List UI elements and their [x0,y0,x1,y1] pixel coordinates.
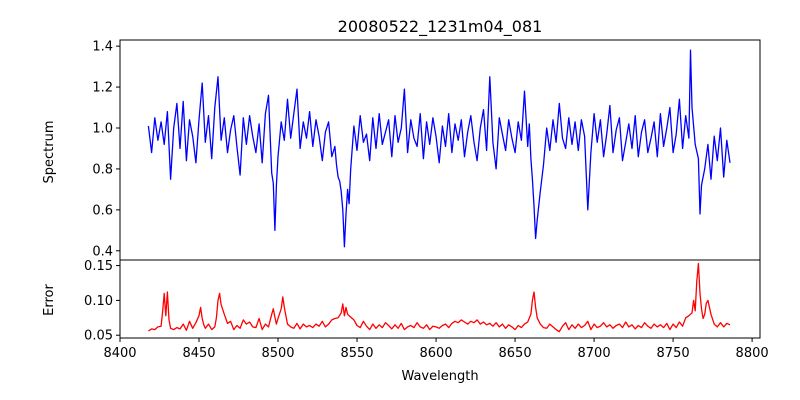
error-axes-frame [119,259,761,339]
error-series-line [148,262,731,333]
x-tick-label: 8450 [182,346,215,361]
x-tick-label: 8400 [103,346,136,361]
x-tick-label: 8800 [736,346,769,361]
spectrum-y-axis-label: Spectrum [42,121,57,184]
spectrum-y-tick-label: 1.4 [92,40,113,55]
x-tick-label: 8750 [657,346,690,361]
spectrum-panel: 0.4 0.6 0.8 1.0 1.2 1.4 [92,39,761,261]
x-tick-label: 8700 [578,346,611,361]
x-tick-label: 8500 [261,346,294,361]
x-tick-label: 8600 [420,346,453,361]
x-axis-label: Wavelength [401,369,478,384]
spectrum-series-line [147,49,731,248]
error-y-tick-label: 0.10 [84,294,113,309]
spectrum-y-tick-label: 1.2 [92,81,113,96]
error-panel: 0.05 0.10 0.15 8400 8450 8500 8550 8600 8650 8700… [84,259,769,361]
spectrum-y-tick-label: 0.4 [92,244,113,259]
spectrum-y-tick-label: 0.6 [92,203,113,218]
x-tick-label: 8550 [340,346,373,361]
spectrum-y-tick-label: 0.8 [92,162,113,177]
error-y-axis-label: Error [42,284,57,316]
error-y-tick-label: 0.05 [84,329,113,344]
x-tick-label: 8650 [499,346,532,361]
spectrum-y-tick-label: 1.0 [92,122,113,137]
error-y-tick-label: 0.15 [84,259,113,274]
chart-title: 20080522_1231m04_081 [338,17,543,37]
